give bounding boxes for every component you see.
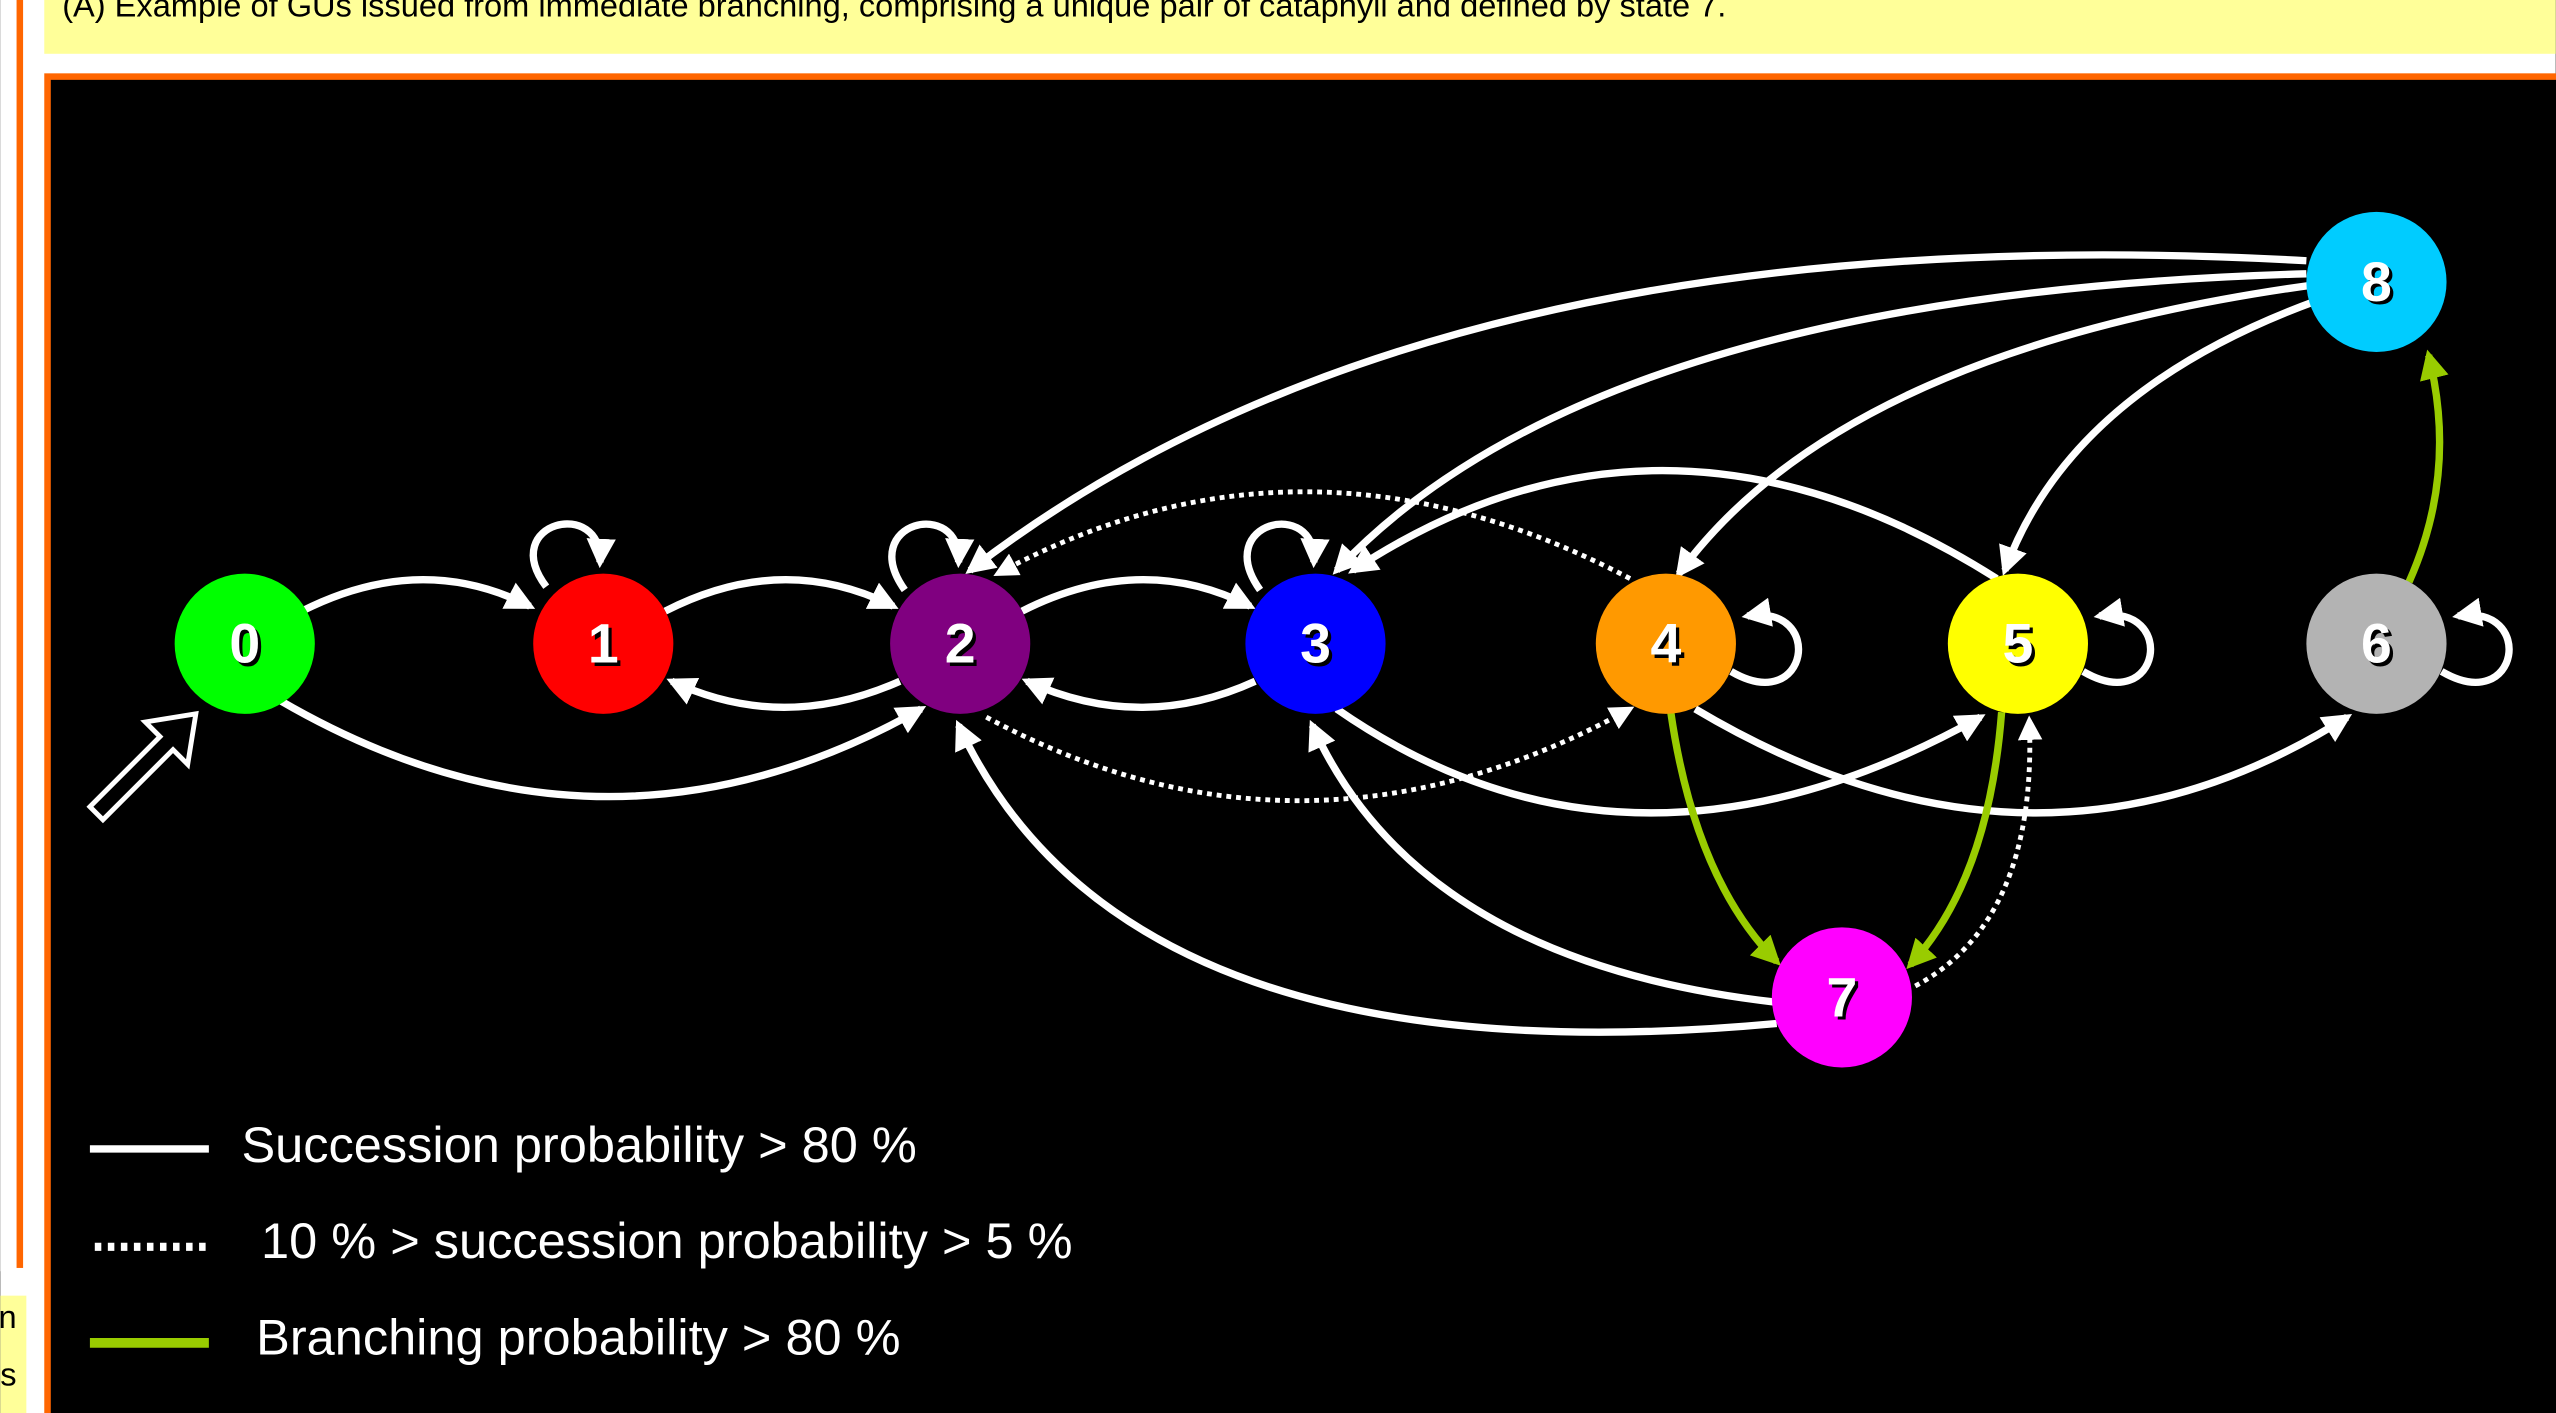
- edge: [278, 697, 927, 801]
- self-loop: [1729, 597, 1803, 686]
- node-label-shadow: 7: [1830, 970, 1861, 1032]
- edge: [1021, 677, 1257, 711]
- self-loop: [888, 520, 975, 593]
- edge: [1914, 715, 2043, 989]
- start-arrow: [86, 710, 199, 824]
- node-label: 1: [588, 613, 619, 675]
- node: [2306, 211, 2447, 353]
- edge: [985, 706, 1635, 804]
- node-label: 5: [2002, 613, 2033, 675]
- node-label-shadow: 3: [1303, 616, 1334, 678]
- branch-edge: [2405, 349, 2449, 584]
- edge: [1334, 705, 1986, 817]
- edge: [1999, 298, 2316, 576]
- node-label-shadow: 6: [2364, 616, 2395, 678]
- node-label: 6: [2361, 613, 2392, 675]
- node-label: 7: [1826, 966, 1857, 1028]
- branch-edge: [1906, 711, 2006, 970]
- panel: [44, 73, 2556, 1413]
- side-box: [0, 1295, 27, 1413]
- edge: [1308, 719, 1778, 1006]
- edges: [86, 251, 2513, 1036]
- edge: [955, 719, 1778, 1036]
- self-loop: [529, 520, 616, 589]
- node-label-shadow: 8: [2364, 254, 2395, 316]
- node-label-shadow: 5: [2006, 616, 2037, 678]
- legend-label: Succession probability > 80 %: [241, 1116, 916, 1173]
- node-label-shadow: 2: [948, 616, 979, 678]
- node: [533, 573, 674, 714]
- edge: [666, 677, 902, 711]
- node-label-shadow: 0: [233, 616, 264, 678]
- node-label: 0: [229, 613, 260, 675]
- node: [174, 573, 315, 714]
- side-text: n: [0, 1298, 17, 1335]
- edge: [1675, 281, 2312, 579]
- legend-label: Branching probability > 80 %: [256, 1308, 900, 1365]
- node-label-shadow: 1: [591, 616, 622, 678]
- caption: (A) Example of GUs issued from immediate…: [62, 0, 1726, 23]
- node-label: 8: [2361, 251, 2392, 313]
- self-loop: [2081, 597, 2155, 686]
- node: [1595, 573, 1736, 714]
- node-label: 4: [1650, 613, 1681, 675]
- side-text: s: [0, 1355, 16, 1392]
- node: [1947, 573, 2088, 714]
- edge: [1332, 270, 2307, 575]
- node: [1771, 927, 1912, 1068]
- edge: [1693, 705, 2353, 817]
- caption-bar: [44, 0, 2556, 54]
- edge: [663, 576, 899, 615]
- edge: [993, 489, 1632, 581]
- legend-label: 10 % > succession probability > 5 %: [261, 1212, 1073, 1269]
- edge: [1020, 576, 1256, 615]
- self-loop: [2439, 597, 2513, 686]
- edge: [300, 576, 536, 615]
- node: [2306, 573, 2447, 714]
- left-border: [16, 0, 24, 1268]
- node-label-shadow: 4: [1654, 616, 1685, 678]
- node-label: 2: [945, 613, 976, 675]
- node-label: 3: [1300, 613, 1331, 675]
- branch-edge: [1667, 711, 1781, 966]
- self-loop: [1243, 520, 1330, 593]
- node: [890, 573, 1031, 714]
- node: [1245, 573, 1386, 714]
- edge: [1348, 466, 1999, 582]
- edge: [965, 251, 2307, 574]
